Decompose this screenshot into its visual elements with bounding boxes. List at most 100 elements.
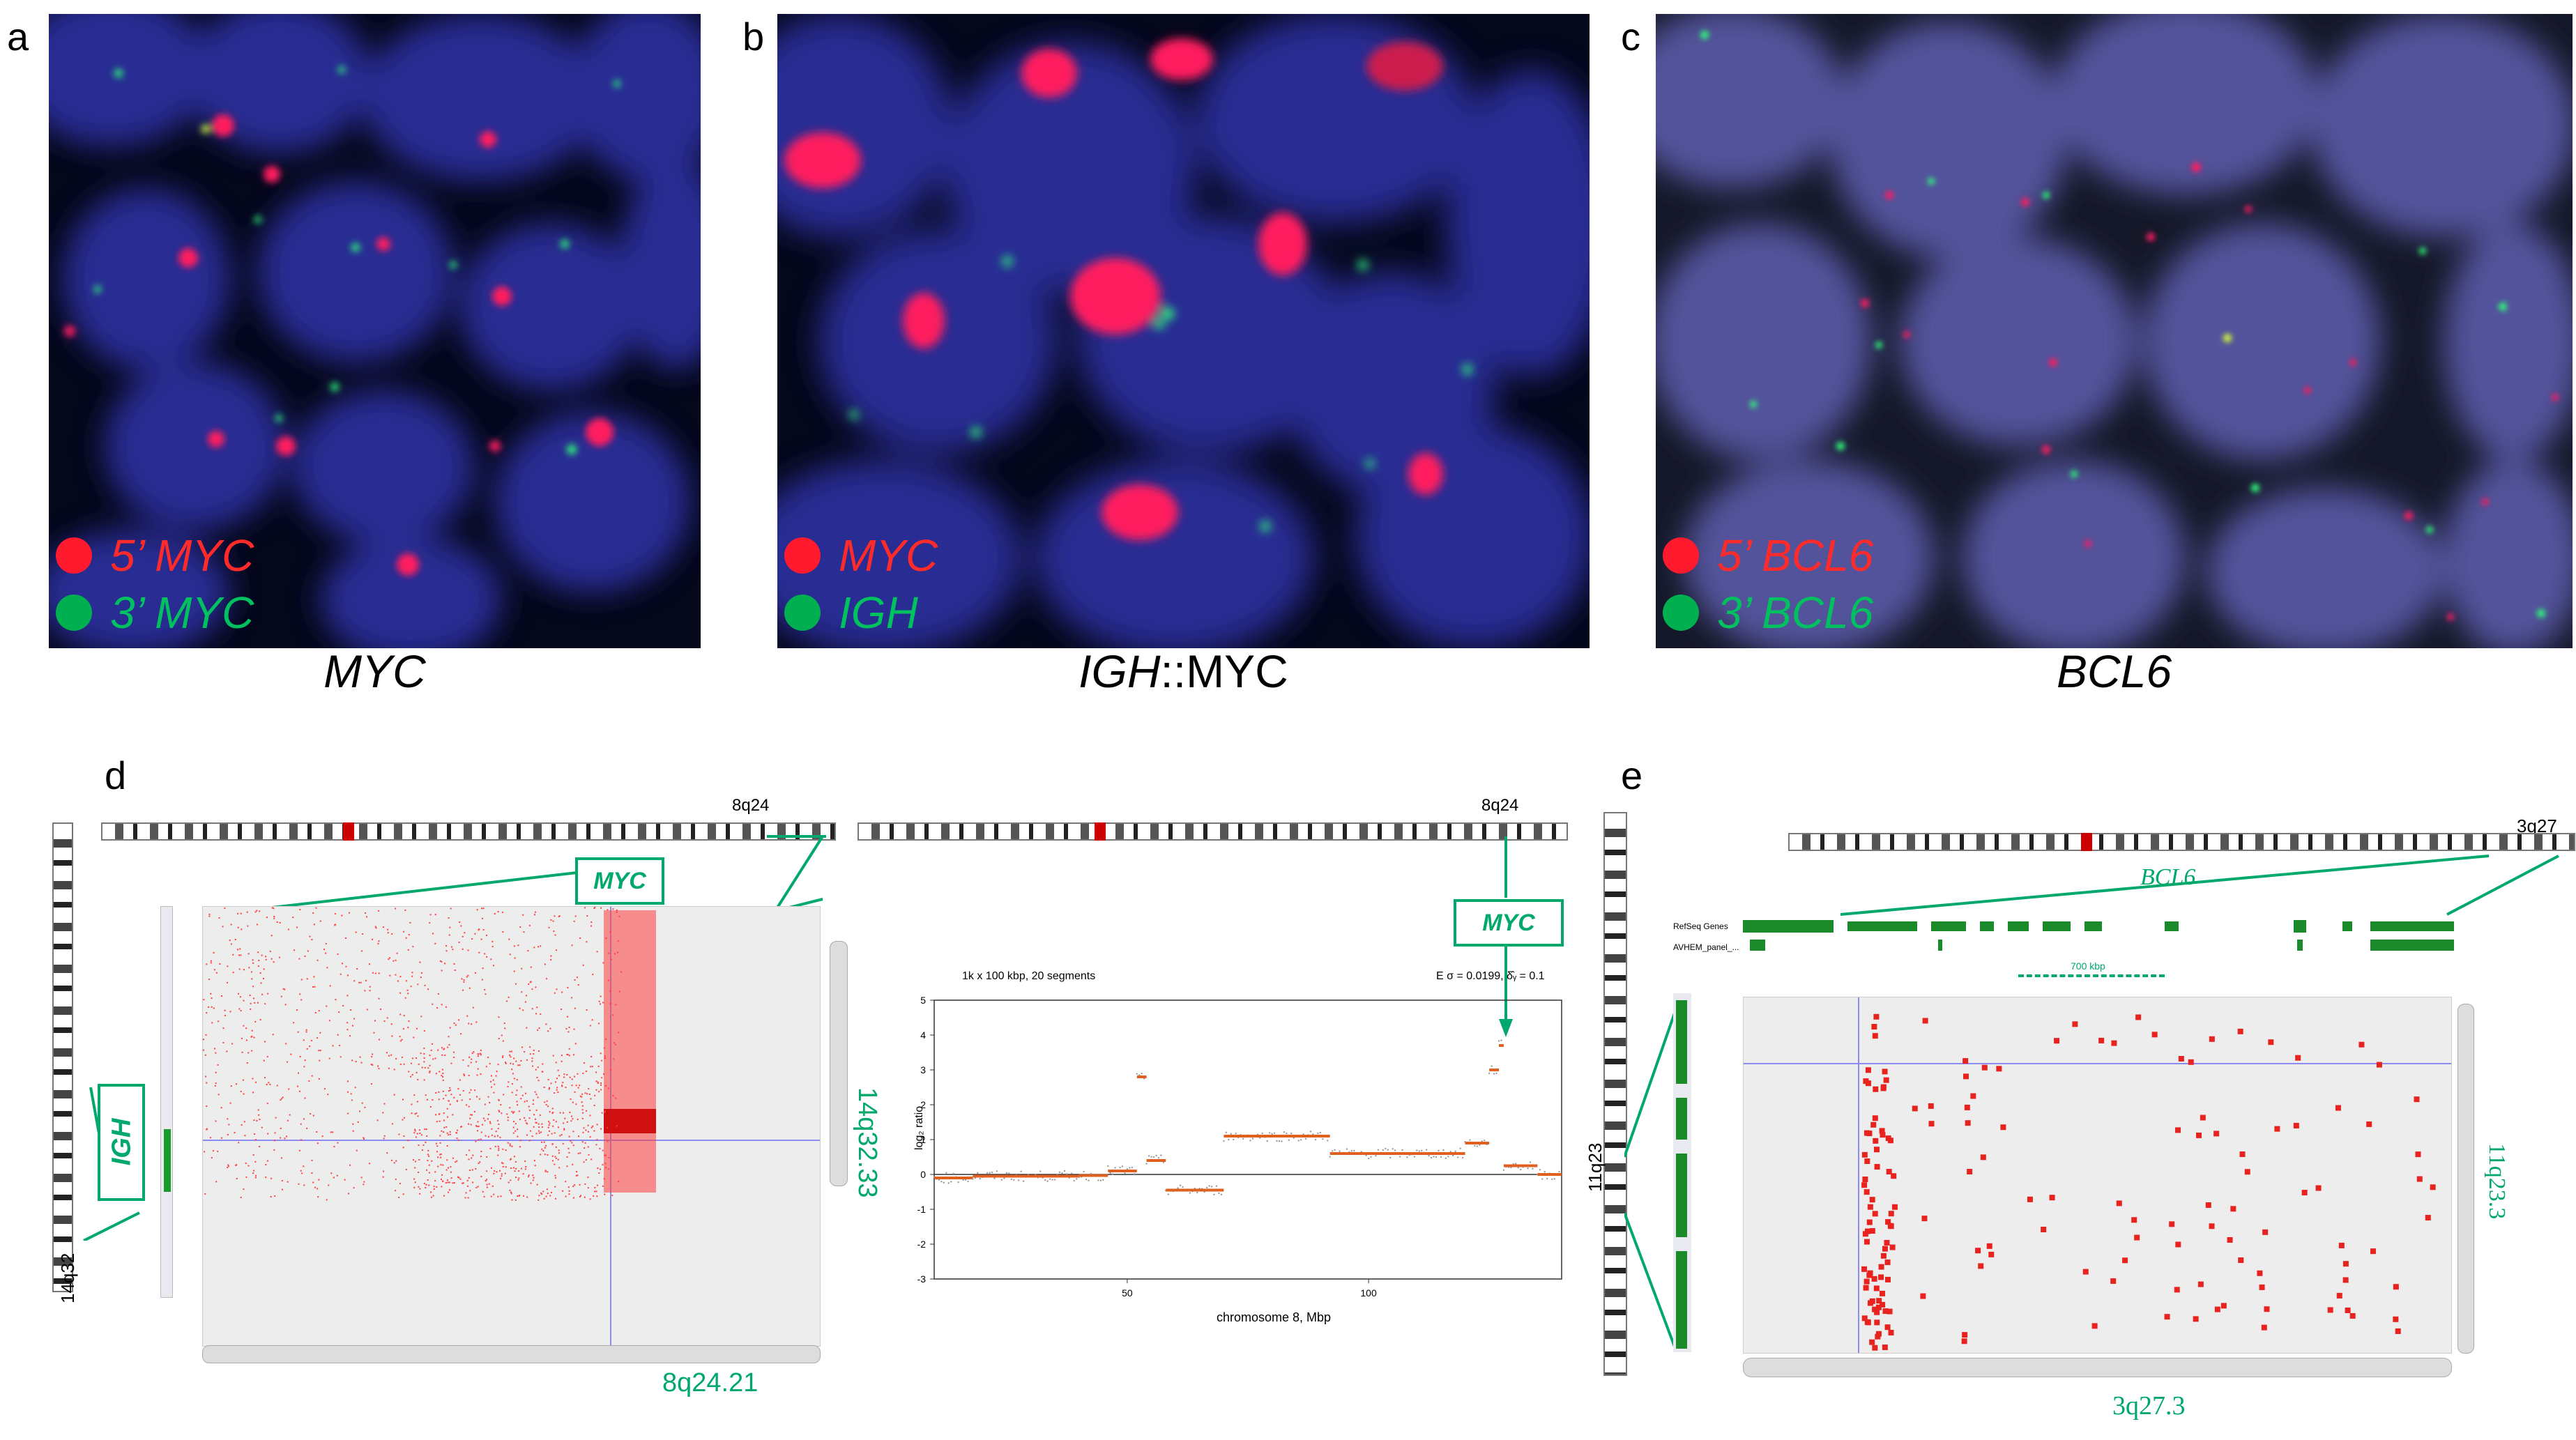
signal-point xyxy=(1912,1105,1918,1112)
cnv-probe xyxy=(1061,1172,1063,1174)
cnv-probe xyxy=(991,1171,993,1174)
signal-point xyxy=(266,1056,268,1058)
signal-point xyxy=(582,964,584,966)
signal-point xyxy=(482,917,484,919)
signal-point xyxy=(206,1082,208,1084)
signal-point xyxy=(517,1179,519,1181)
cnv-probe xyxy=(1546,1177,1548,1180)
dense-signal-block xyxy=(604,910,656,1193)
signal-point xyxy=(1872,1211,1878,1217)
signal-point xyxy=(457,1129,459,1131)
signal-point xyxy=(1872,1115,1878,1121)
signal-point xyxy=(373,1032,375,1034)
signal-point xyxy=(218,1020,220,1022)
signal-point xyxy=(480,1151,482,1153)
signal-point xyxy=(2430,1184,2436,1190)
horizontal-scrollbar-e[interactable] xyxy=(1743,1358,2452,1377)
signal-point xyxy=(436,1145,439,1147)
signal-point xyxy=(240,1197,242,1199)
signal-point xyxy=(359,1056,361,1058)
signal-point xyxy=(596,1139,598,1141)
signal-point xyxy=(563,1122,565,1124)
signal-point xyxy=(486,1184,488,1186)
signal-point xyxy=(601,1059,603,1062)
signal-point xyxy=(532,1179,534,1181)
signal-point xyxy=(468,1177,470,1179)
signal-point xyxy=(402,1119,404,1121)
signal-point xyxy=(515,1094,517,1096)
signal-point xyxy=(512,1112,515,1114)
signal-point xyxy=(532,1065,534,1067)
signal-point xyxy=(512,1063,515,1065)
signal-point xyxy=(1884,1276,1891,1282)
signal-point xyxy=(514,957,516,959)
cnv-probe xyxy=(1109,1172,1111,1174)
signal-point xyxy=(485,1066,487,1068)
vertical-scrollbar-e[interactable] xyxy=(2457,1004,2474,1354)
signal-point xyxy=(604,1154,607,1156)
signal-point xyxy=(328,1184,330,1186)
signal-point xyxy=(548,1088,550,1090)
legend-red-b: MYC xyxy=(784,530,938,581)
signal-point xyxy=(423,1061,425,1063)
vertical-scrollbar-d[interactable] xyxy=(830,941,848,1186)
callout-myc-right: MYC xyxy=(1454,899,1564,947)
signal-point xyxy=(543,1141,545,1143)
signal-point xyxy=(579,1184,581,1186)
signal-point xyxy=(1967,1169,1973,1175)
band-label-11q23: 11q23 xyxy=(1585,1142,1606,1192)
signal-point xyxy=(238,993,239,995)
signal-point xyxy=(531,1135,533,1138)
signal-point xyxy=(393,960,395,962)
signal-point xyxy=(554,1156,556,1158)
signal-point xyxy=(475,1186,478,1188)
signal-point xyxy=(309,1045,311,1048)
fish-image-bcl6-breakapart xyxy=(1656,14,2573,648)
signal-point xyxy=(524,1101,526,1103)
signal-point xyxy=(489,1063,491,1065)
signal-point xyxy=(372,1064,374,1066)
signal-point xyxy=(317,1037,319,1039)
cnv-probe xyxy=(1141,1072,1143,1075)
signal-point xyxy=(376,1119,379,1121)
signal-point xyxy=(210,1137,212,1139)
span-bracket xyxy=(2018,974,2165,980)
green-probe-icon xyxy=(56,595,92,631)
signal-point xyxy=(258,959,260,961)
signal-point xyxy=(443,1195,445,1197)
signal-point xyxy=(210,960,212,962)
signal-point xyxy=(427,1154,429,1156)
signal-point xyxy=(445,945,448,947)
signal-point xyxy=(554,1174,556,1177)
cnv-probe xyxy=(1474,1144,1476,1147)
signal-point xyxy=(363,1137,365,1139)
signal-point xyxy=(559,1112,561,1114)
signal-point xyxy=(401,1039,403,1041)
signal-point xyxy=(457,1088,459,1090)
signal-point xyxy=(434,1171,436,1173)
signal-point xyxy=(389,974,391,976)
signal-point xyxy=(590,1158,593,1161)
horizontal-scrollbar-d[interactable] xyxy=(202,1345,821,1363)
signal-point xyxy=(596,1195,598,1197)
signal-point xyxy=(399,1040,402,1042)
signal-point xyxy=(208,915,211,917)
cnv-probe xyxy=(957,1181,959,1184)
signal-point xyxy=(469,1098,471,1101)
signal-point xyxy=(1873,1138,1879,1144)
signal-point xyxy=(571,1078,573,1080)
signal-point xyxy=(383,1103,386,1105)
signal-point xyxy=(1873,1285,1880,1292)
signal-point xyxy=(312,1181,314,1184)
signal-point xyxy=(547,1105,549,1108)
signal-point xyxy=(348,1193,350,1195)
signal-point xyxy=(470,1124,472,1126)
signal-point xyxy=(476,1130,478,1132)
signal-point xyxy=(513,945,515,947)
signal-point xyxy=(482,1190,484,1193)
scatter-plot-e xyxy=(1744,997,2451,1353)
signal-point xyxy=(240,1090,242,1092)
signal-point xyxy=(407,1140,409,1142)
signal-point xyxy=(2342,1277,2349,1283)
signal-point xyxy=(238,1008,241,1010)
